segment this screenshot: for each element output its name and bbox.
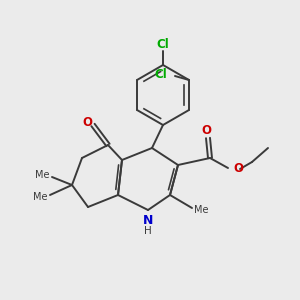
Text: H: H: [144, 226, 152, 236]
Text: N: N: [143, 214, 153, 227]
Text: O: O: [233, 163, 243, 176]
Text: Me: Me: [35, 170, 50, 180]
Text: O: O: [201, 124, 211, 137]
Text: Cl: Cl: [154, 68, 167, 80]
Text: O: O: [82, 116, 92, 130]
Text: Me: Me: [34, 192, 48, 202]
Text: Cl: Cl: [157, 38, 169, 50]
Text: Me: Me: [194, 205, 208, 215]
